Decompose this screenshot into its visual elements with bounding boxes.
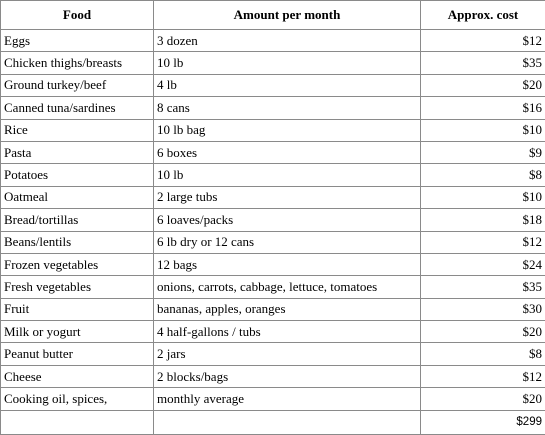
food-row: Peanut butter 2 jars $8: [0, 342, 545, 366]
cost-cell: $35: [420, 275, 545, 299]
amount-cell: 6 lb dry or 12 cans: [153, 230, 421, 254]
header-cell: Amount per month: [153, 0, 421, 30]
food-cell: Ground turkey/beef: [0, 73, 154, 98]
food-cell: Frozen vegetables: [0, 252, 154, 277]
food-cell: Eggs: [0, 28, 154, 53]
amount-cell: 10 lb bag: [153, 118, 421, 142]
food-cell: Beans/lentils: [0, 230, 154, 254]
cost-cell: $9: [420, 140, 545, 165]
cost-cell: $18: [420, 208, 545, 232]
cost-cell: $24: [420, 252, 545, 277]
food-row: Rice 10 lb bag $10: [0, 118, 545, 142]
food-row: Pasta 6 boxes $9: [0, 140, 545, 165]
food-row: Milk or yogurt 4 half-gallons / tubs $20: [0, 320, 545, 344]
food-row: Frozen vegetables 12 bags $24: [0, 252, 545, 277]
table-header: Food Amount per month Approx. cost: [0, 0, 545, 30]
food-row: Potatoes 10 lb $8: [0, 163, 545, 187]
food-row: Oatmeal 2 large tubs $10: [0, 185, 545, 210]
cost-cell: $35: [420, 51, 545, 75]
amount-cell: 12 bags: [153, 252, 421, 277]
amount-cell: 6 boxes: [153, 140, 421, 165]
cost-cell: $8: [420, 163, 545, 187]
amount-cell: 2 jars: [153, 342, 421, 366]
food-cell: Bread/tortillas: [0, 208, 154, 232]
food-cell: Potatoes: [0, 163, 154, 187]
cost-cell: $10: [420, 118, 545, 142]
amount-cell: 8 cans: [153, 96, 421, 120]
food-cell: Cooking oil, spices,: [0, 387, 154, 411]
total-cost: $299: [420, 409, 545, 435]
cost-cell: $30: [420, 297, 545, 322]
table-body: Eggs 3 dozen $12 Chicken thighs/breasts 10 l…: [0, 28, 545, 411]
amount-cell: 3 dozen: [153, 28, 421, 53]
cost-cell: $20: [420, 73, 545, 98]
amount-cell: 4 half-gallons / tubs: [153, 320, 421, 344]
food-cell: Milk or yogurt: [0, 320, 154, 344]
amount-cell: 4 lb: [153, 73, 421, 98]
food-row: Fresh vegetables onions, carrots, cabbage…: [0, 275, 545, 299]
cost-cell: $20: [420, 387, 545, 411]
cost-cell: $12: [420, 230, 545, 254]
amount-cell: 10 lb: [153, 51, 421, 75]
table-footer: $299: [0, 409, 545, 435]
total-row: $299: [0, 409, 545, 435]
food-row: Cooking oil, spices, monthly average $20: [0, 387, 545, 411]
food-cell: Fruit: [0, 297, 154, 322]
food-row: Beans/lentils 6 lb dry or 12 cans $12: [0, 230, 545, 254]
cost-cell: $12: [420, 28, 545, 53]
amount-cell: onions, carrots, cabbage, lettuce, tomat…: [153, 275, 421, 299]
food-row: Fruit bananas, apples, oranges $30: [0, 297, 545, 322]
header-cell: Food: [0, 0, 154, 30]
food-cell: Rice: [0, 118, 154, 142]
food-cell: Pasta: [0, 140, 154, 165]
food-row: Ground turkey/beef 4 lb $20: [0, 73, 545, 98]
food-cell: Oatmeal: [0, 185, 154, 210]
empty-cell: [153, 409, 421, 435]
cost-cell: $20: [420, 320, 545, 344]
cost-cell: $8: [420, 342, 545, 366]
header-row: Food Amount per month Approx. cost: [0, 0, 545, 30]
food-row: Chicken thighs/breasts 10 lb $35: [0, 51, 545, 75]
food-cell: Chicken thighs/breasts: [0, 51, 154, 75]
food-row: Cheese 2 blocks/bags $12: [0, 364, 545, 389]
amount-cell: monthly average: [153, 387, 421, 411]
food-row: Canned tuna/sardines 8 cans $16: [0, 96, 545, 120]
cost-cell: $10: [420, 185, 545, 210]
amount-cell: 6 loaves/packs: [153, 208, 421, 232]
amount-cell: bananas, apples, oranges: [153, 297, 421, 322]
empty-cell: [0, 409, 154, 435]
amount-cell: 2 blocks/bags: [153, 364, 421, 389]
amount-cell: 10 lb: [153, 163, 421, 187]
food-row: Eggs 3 dozen $12: [0, 28, 545, 53]
header-cell: Approx. cost: [420, 0, 545, 30]
food-cell: Canned tuna/sardines: [0, 96, 154, 120]
food-cell: Peanut butter: [0, 342, 154, 366]
food-row: Bread/tortillas 6 loaves/packs $18: [0, 208, 545, 232]
food-cell: Cheese: [0, 364, 154, 389]
cost-cell: $12: [420, 364, 545, 389]
amount-cell: 2 large tubs: [153, 185, 421, 210]
food-cell: Fresh vegetables: [0, 275, 154, 299]
cost-cell: $16: [420, 96, 545, 120]
